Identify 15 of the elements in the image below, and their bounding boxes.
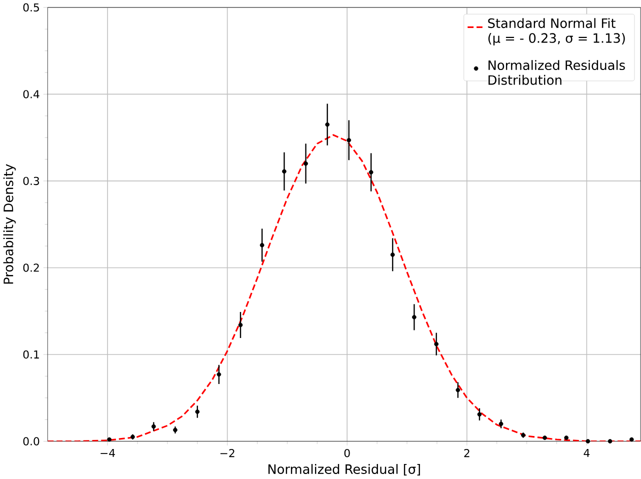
y-tick-label: 0.2 xyxy=(23,264,39,272)
y-tick-label: 0.1 xyxy=(23,350,39,359)
x-axis-title: Normalized Residual [σ] xyxy=(268,464,420,476)
y-tick-label: 0.4 xyxy=(23,90,40,98)
y-axis-title: Probability Density xyxy=(3,164,16,284)
x-tick-label: 2 xyxy=(464,449,470,458)
y-tick-label: 0.3 xyxy=(23,176,40,186)
legend-label: Standard Normal Fit (μ = - 0.23, σ = 1.13) xyxy=(488,18,625,46)
x-tick-label: 4 xyxy=(584,449,590,458)
legend-label: Normalized Residuals Distribution xyxy=(488,60,625,86)
x-tick-label: 0 xyxy=(344,449,350,458)
x-tick-label: −2 xyxy=(220,449,234,458)
x-tick-label: −4 xyxy=(100,449,115,458)
y-tick-label: 0.0 xyxy=(23,437,40,446)
y-tick-label: 0.5 xyxy=(23,3,39,12)
